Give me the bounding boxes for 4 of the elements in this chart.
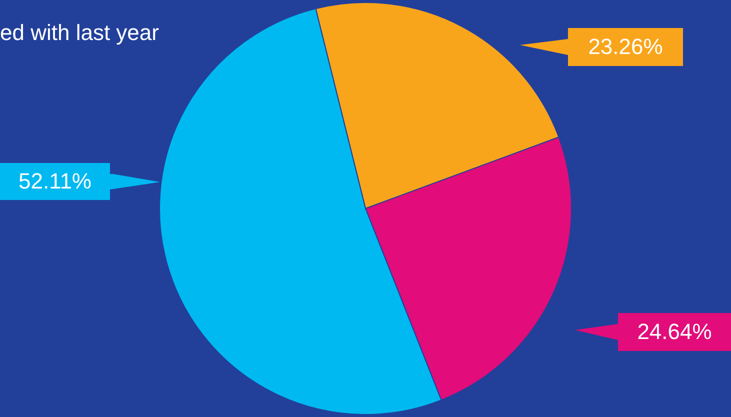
data-label: 52.11% (18, 168, 92, 194)
data-label: 24.64% (637, 319, 712, 344)
text: ed with last year (0, 20, 159, 46)
data-label: 23.26% (588, 34, 663, 60)
